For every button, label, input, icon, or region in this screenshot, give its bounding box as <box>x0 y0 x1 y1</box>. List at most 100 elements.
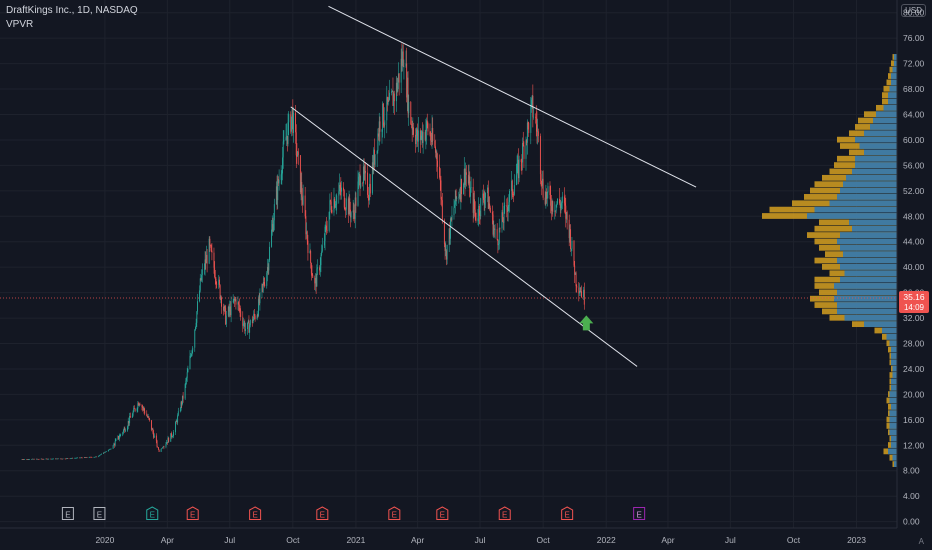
candle-body <box>533 116 534 118</box>
candle-body <box>304 195 306 217</box>
volume-profile-bar-up <box>894 461 897 467</box>
candle-body <box>233 298 235 302</box>
candle-body <box>127 426 129 431</box>
indicator-label[interactable]: VPVR <box>6 19 34 30</box>
candle-body <box>170 433 172 442</box>
volume-profile-bar-up <box>837 289 897 296</box>
candle-body <box>493 228 495 235</box>
candle-body <box>219 285 221 299</box>
candle-body <box>197 301 198 312</box>
candle-body <box>273 220 275 231</box>
candle-body <box>498 244 500 246</box>
candle-body <box>391 91 393 92</box>
candle-body <box>137 403 139 409</box>
earnings-marker-label: E <box>190 511 195 520</box>
candle-body <box>205 259 207 264</box>
candle-body <box>333 198 335 213</box>
candle-body <box>286 135 288 138</box>
volume-profile-bar-up <box>889 85 897 92</box>
candle-body <box>444 243 446 252</box>
candle-body <box>465 172 467 175</box>
candle-body <box>24 459 26 460</box>
candle-body <box>371 162 373 194</box>
candle-body <box>395 82 397 102</box>
candle-body <box>258 298 259 316</box>
candle-body <box>201 274 203 281</box>
candle-body <box>152 429 154 433</box>
candle-body <box>129 415 131 424</box>
candle-body <box>415 134 417 145</box>
currency-button[interactable]: USD <box>901 4 926 17</box>
candle-body <box>504 205 506 206</box>
candle-body <box>114 441 116 446</box>
volume-profile-bar-up <box>891 435 897 442</box>
candle-body <box>38 459 40 460</box>
candle-body <box>35 458 37 460</box>
candle-body <box>415 135 417 145</box>
candle-body <box>339 184 341 189</box>
candle-body <box>190 355 192 357</box>
earnings-marker <box>61 507 74 520</box>
auto-scale-button[interactable]: A <box>918 537 924 546</box>
candle-body <box>422 132 424 144</box>
candle-body <box>161 448 163 449</box>
candle-body <box>539 136 541 175</box>
candle-body <box>203 269 205 270</box>
volume-profile-bar-up <box>849 219 897 226</box>
candle-body <box>282 157 283 174</box>
candle-body <box>363 166 364 184</box>
symbol-title[interactable]: DraftKings Inc., 1D, NASDAQ <box>6 5 138 16</box>
candle-body <box>244 322 246 332</box>
candle-body <box>473 199 475 213</box>
candle-body <box>162 446 164 448</box>
candle-body <box>42 458 43 460</box>
y-tick-label: 64.00 <box>903 110 925 120</box>
candle-body <box>488 203 490 209</box>
candle-body <box>368 198 370 200</box>
candle-body <box>425 131 427 140</box>
candle-body <box>105 451 107 453</box>
candle-body <box>229 306 231 312</box>
candle-body <box>487 187 489 209</box>
candle-body <box>560 203 562 209</box>
candle-body <box>262 282 264 286</box>
volume-profile-bar-up <box>837 257 897 264</box>
chart-grid <box>0 0 897 528</box>
candle-body <box>478 205 480 219</box>
candle-body <box>579 290 581 293</box>
candle-body <box>50 458 52 460</box>
candle-body <box>537 131 539 137</box>
candle-body <box>369 183 371 200</box>
candle-body <box>114 443 115 446</box>
candle-body <box>180 402 182 410</box>
y-tick-label: 44.00 <box>903 237 925 247</box>
candle-body <box>50 458 52 460</box>
volume-profile-bar-up <box>840 232 897 238</box>
candle-body <box>89 456 91 458</box>
volume-profile-bar-up <box>892 365 897 372</box>
candle-body <box>98 455 100 457</box>
candle-body <box>535 117 537 125</box>
candle-body <box>338 191 340 196</box>
candle-body <box>410 102 412 125</box>
up-arrow-icon <box>579 315 594 331</box>
candle-body <box>239 309 241 311</box>
candle-body <box>563 196 565 204</box>
last-price-tag-box <box>899 290 929 313</box>
candle-body <box>489 207 491 213</box>
candle-body <box>88 457 90 458</box>
candle-body <box>55 458 56 460</box>
y-tick-label: 40.00 <box>903 262 925 272</box>
candle-body <box>225 315 227 325</box>
candle-body <box>320 255 322 266</box>
candle-body <box>259 292 261 304</box>
candle-body <box>310 250 312 264</box>
candle-body <box>23 459 25 460</box>
candle-body <box>184 384 186 399</box>
candle-body <box>248 320 250 333</box>
y-tick-label: 52.00 <box>903 186 925 196</box>
y-tick-label: 20.00 <box>903 389 925 399</box>
candle-body <box>526 122 528 143</box>
